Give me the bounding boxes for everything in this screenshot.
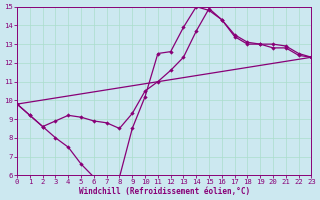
X-axis label: Windchill (Refroidissement éolien,°C): Windchill (Refroidissement éolien,°C) (79, 187, 250, 196)
